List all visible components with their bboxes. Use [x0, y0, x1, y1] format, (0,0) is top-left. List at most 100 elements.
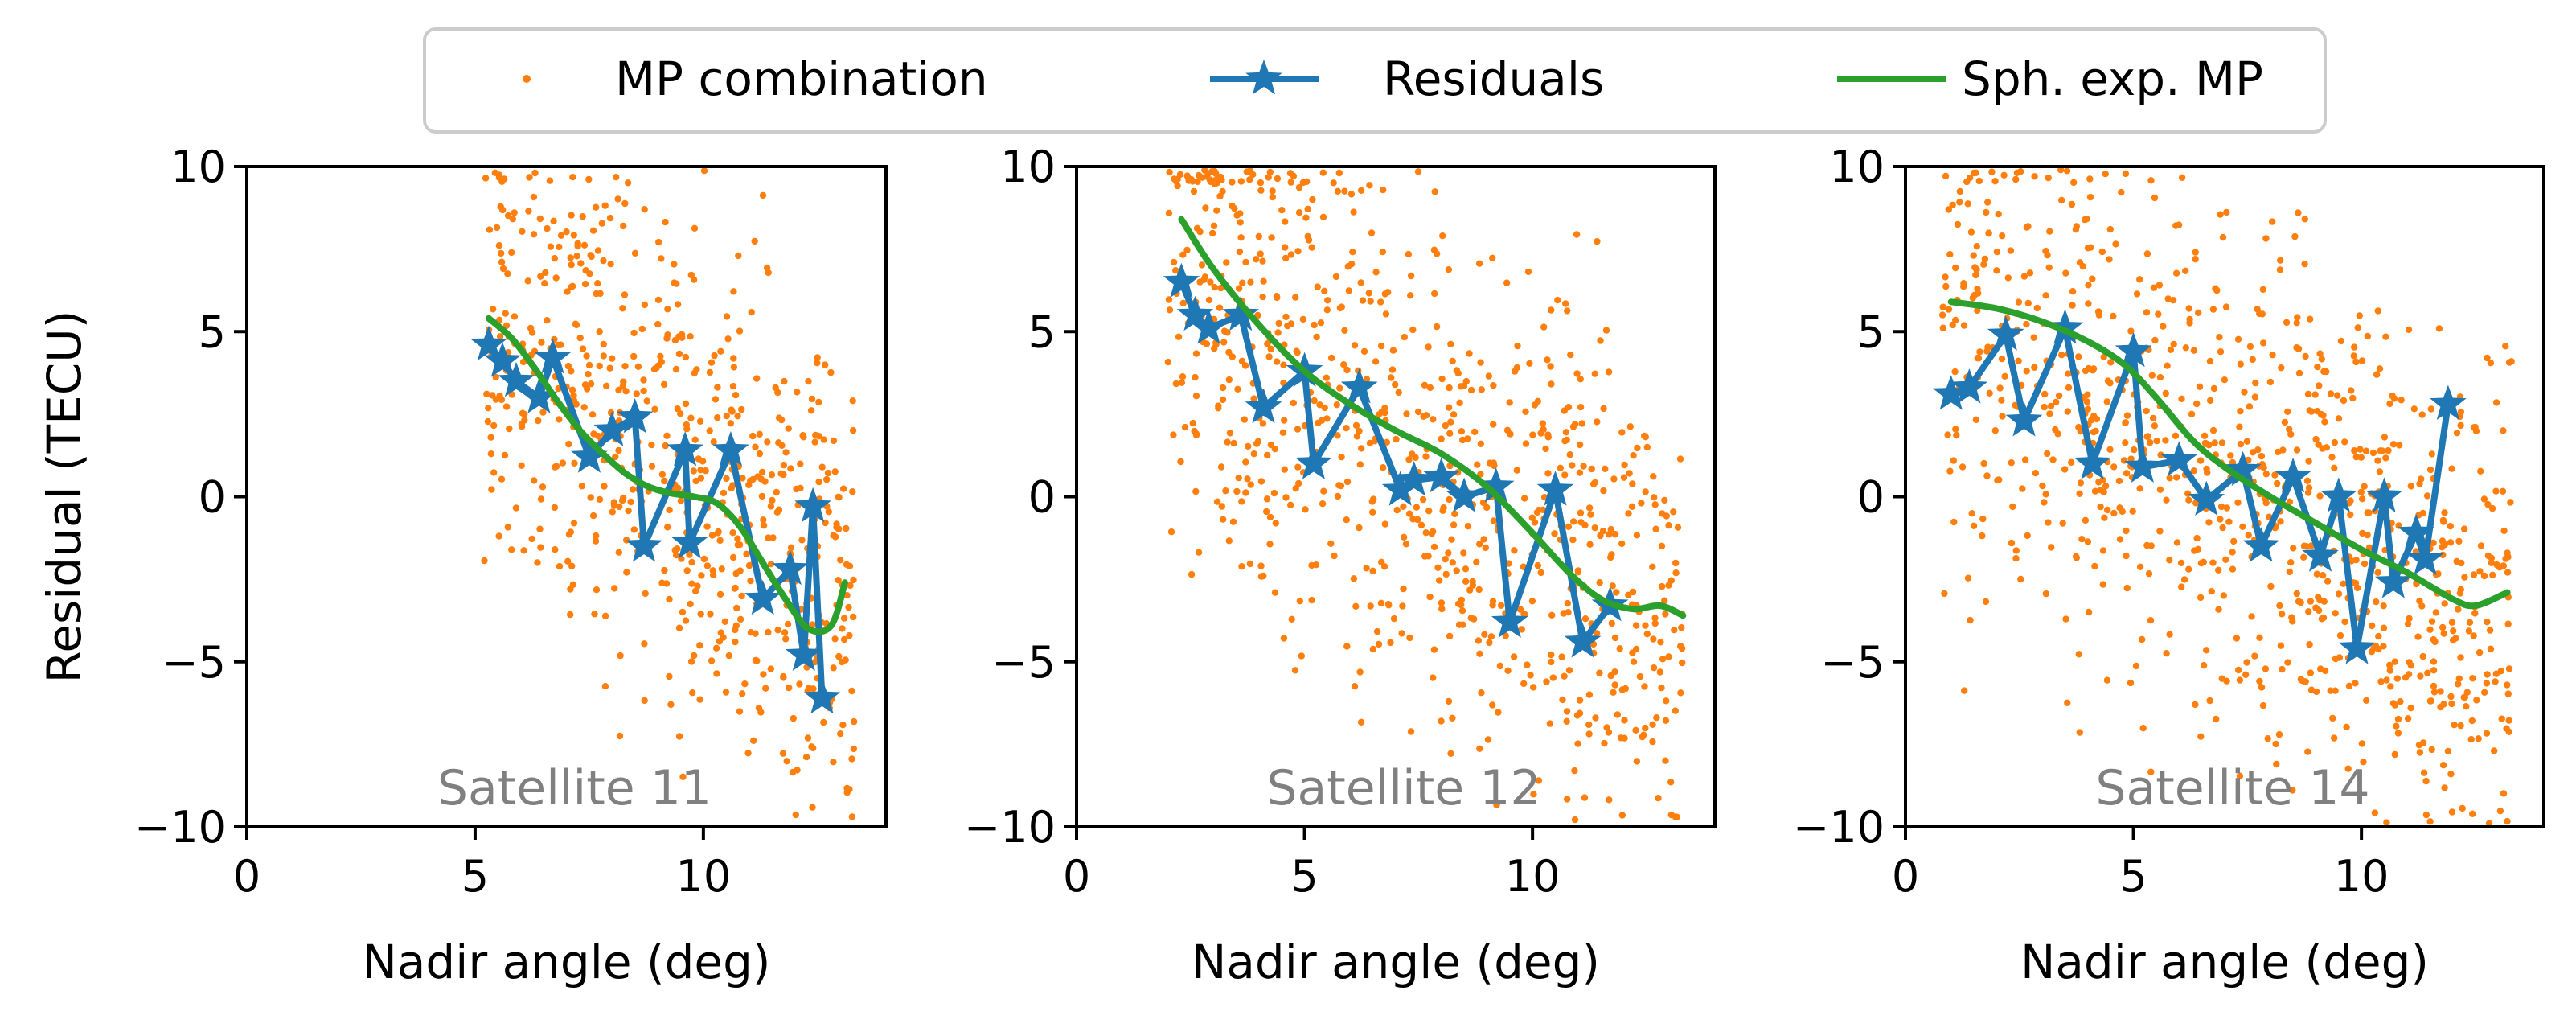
scatter-point: [1576, 697, 1584, 704]
scatter-point: [504, 524, 511, 531]
scatter-point: [1343, 366, 1351, 374]
scatter-point: [531, 169, 539, 177]
scatter-point: [2492, 678, 2499, 685]
scatter-point: [2389, 392, 2396, 400]
scatter-point: [2123, 470, 2131, 477]
scatter-point: [1292, 485, 1299, 492]
scatter-point: [1166, 306, 1174, 314]
scatter-point: [1621, 717, 1628, 724]
scatter-point: [511, 313, 519, 320]
scatter-point: [769, 534, 777, 541]
y-tick-label: −5: [991, 637, 1056, 688]
residual-star-marker: [744, 579, 781, 615]
scatter-point: [620, 222, 627, 230]
scatter-point: [1266, 168, 1274, 176]
scatter-point: [675, 484, 682, 491]
scatter-point: [1651, 619, 1659, 627]
scatter-point: [1661, 496, 1668, 504]
scatter-point: [1295, 479, 1302, 487]
scatter-point: [2115, 477, 2123, 485]
residual-star-marker: [484, 342, 521, 377]
scatter-point: [1241, 416, 1249, 423]
scatter-point: [2500, 790, 2508, 797]
residual-star-marker: [2398, 513, 2434, 549]
x-tick-label: 10: [2334, 851, 2389, 902]
scatter-point: [2204, 469, 2211, 476]
scatter-point: [2192, 701, 2199, 709]
scatter-point: [2192, 249, 2199, 256]
scatter-point: [1544, 470, 1552, 477]
scatter-point: [1388, 366, 1397, 373]
scatter-point: [2186, 319, 2193, 327]
scatter-point: [708, 532, 716, 539]
scatter-point: [2328, 454, 2336, 461]
scatter-point: [2062, 615, 2069, 623]
scatter-point: [1547, 363, 1554, 370]
scatter-point: [642, 590, 649, 598]
scatter-point: [839, 485, 847, 492]
scatter-point: [779, 750, 787, 757]
scatter-point: [2252, 379, 2259, 387]
scatter-point: [578, 483, 585, 490]
scatter-point: [731, 585, 739, 592]
scatter-point: [567, 254, 574, 261]
residual-star-marker: [1395, 461, 1433, 496]
scatter-point: [1438, 375, 1446, 383]
scatter-point: [2351, 343, 2358, 351]
scatter-point: [1210, 222, 1218, 229]
scatter-point: [2468, 717, 2476, 725]
scatter-point: [814, 354, 821, 361]
scatter-point: [2223, 677, 2230, 684]
scatter-point: [2314, 363, 2321, 371]
scatter-point: [1257, 478, 1265, 485]
scatter-point: [1430, 543, 1438, 551]
scatter-point: [2215, 566, 2222, 574]
scatter-point: [2132, 662, 2140, 670]
scatter-point: [1618, 540, 1626, 548]
scatter-point: [2504, 690, 2512, 697]
scatter-point: [1220, 516, 1227, 523]
scatter-point: [2085, 300, 2092, 307]
scatter-point: [1229, 518, 1237, 525]
scatter-point: [830, 532, 837, 539]
scatter-point: [1651, 494, 1658, 501]
scatter-point: [2085, 282, 2092, 289]
scatter-point: [2100, 488, 2107, 495]
scatter-point: [1562, 429, 1570, 436]
scatter-point: [671, 546, 679, 554]
scatter-point: [1563, 717, 1570, 725]
scatter-point: [2303, 477, 2311, 484]
scatter-point: [1633, 532, 1641, 539]
scatter-point: [1188, 570, 1196, 578]
scatter-point: [1577, 519, 1585, 526]
scatter-point: [2312, 435, 2320, 443]
scatter-point: [657, 352, 664, 360]
scatter-point: [638, 325, 646, 333]
scatter-point: [614, 195, 621, 203]
scatter-point: [1218, 503, 1226, 510]
scatter-point: [2127, 455, 2135, 462]
scatter-point: [675, 624, 683, 631]
scatter-point: [1565, 404, 1573, 411]
scatter-point: [512, 504, 520, 512]
scatter-point: [661, 566, 668, 574]
scatter-point: [1431, 188, 1438, 195]
scatter-point: [2065, 384, 2073, 391]
scatter-point: [1295, 209, 1303, 216]
scatter-point: [2122, 419, 2129, 427]
scatter-point: [2190, 467, 2197, 475]
satellite-label: Satellite 11: [437, 760, 712, 816]
y-tick-label: −5: [162, 637, 226, 688]
scatter-point: [780, 471, 787, 479]
scatter-point: [850, 745, 858, 753]
scatter-point: [2441, 600, 2448, 607]
scatter-point: [1459, 621, 1466, 628]
x-tick-label: 5: [461, 851, 489, 902]
scatter-point: [2173, 474, 2180, 481]
scatter-point: [699, 458, 707, 465]
scatter-point: [2414, 633, 2422, 640]
scatter-point: [2437, 688, 2444, 695]
scatter-point: [1238, 498, 1245, 505]
scatter-point: [1341, 327, 1348, 334]
scatter-point: [2213, 286, 2221, 294]
